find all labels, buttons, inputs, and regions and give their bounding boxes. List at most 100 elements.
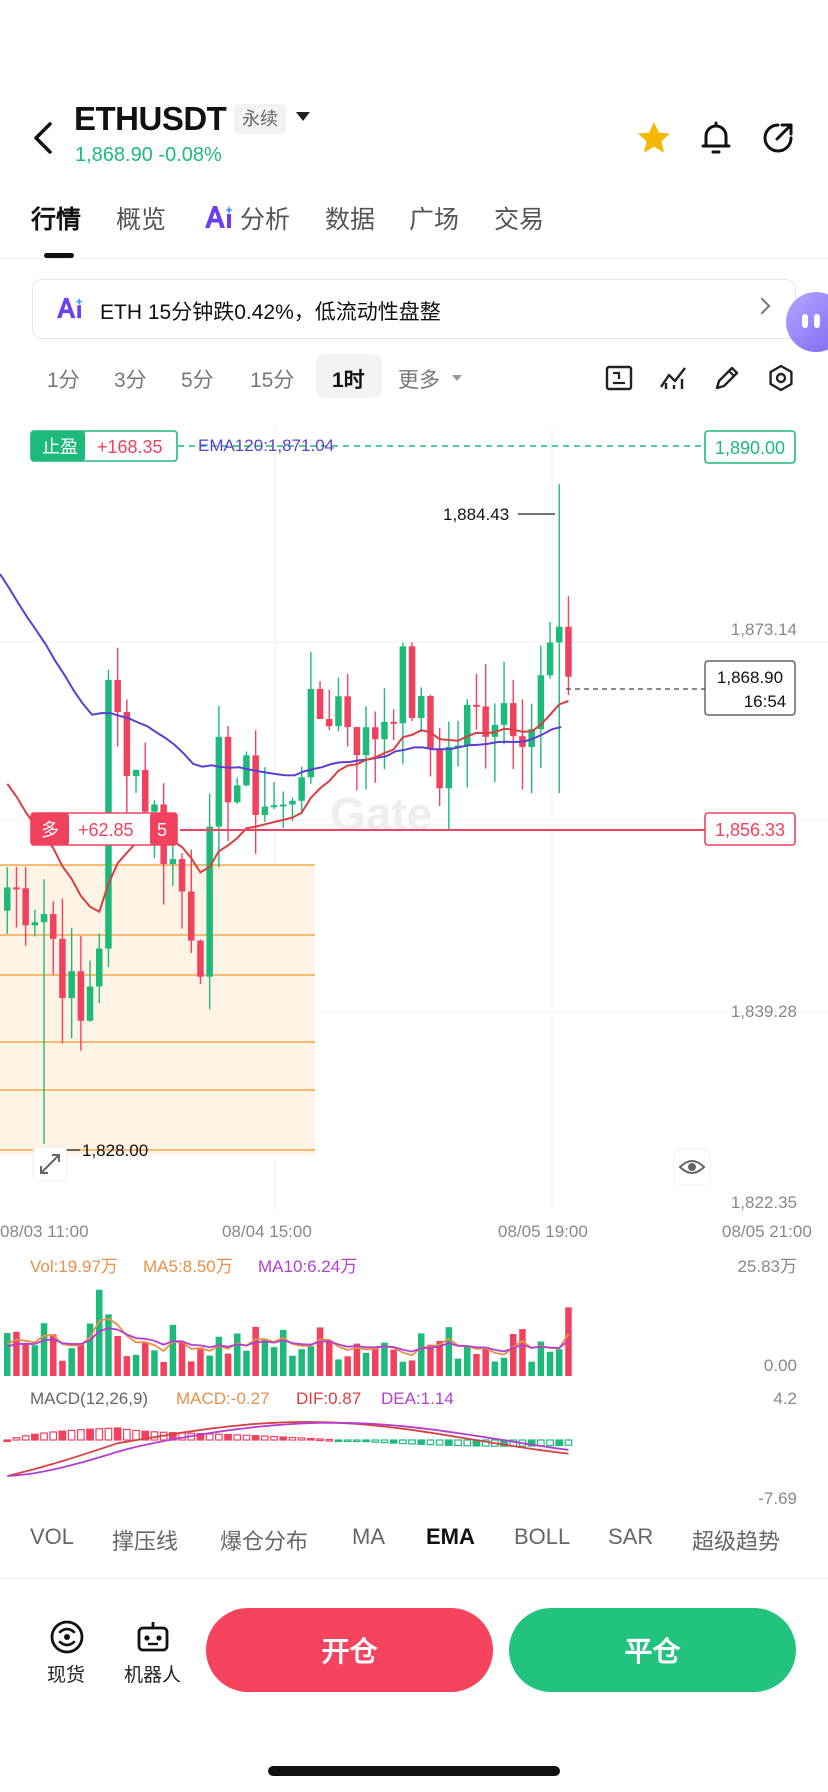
tab-analysis[interactable]: 分析 bbox=[240, 206, 291, 234]
candle-body bbox=[473, 704, 480, 707]
x-tick-label: 08/04 15:00 bbox=[222, 1222, 312, 1241]
pair-title[interactable]: ETHUSDT bbox=[74, 100, 227, 137]
robot-label[interactable]: 机器人 bbox=[124, 1665, 182, 1686]
volume-bar bbox=[243, 1350, 250, 1376]
robot-icon[interactable] bbox=[134, 1618, 172, 1656]
candle-body bbox=[197, 940, 204, 977]
pair-dropdown-caret-icon[interactable] bbox=[296, 112, 310, 121]
position-tag[interactable]: 多 +62.85 5 bbox=[30, 812, 178, 846]
tab-overview[interactable]: 概览 bbox=[116, 206, 167, 234]
indicator-supertrend[interactable]: 超级趋势 bbox=[692, 1529, 781, 1554]
position-leverage: 5 bbox=[157, 820, 167, 840]
candle-body bbox=[427, 696, 434, 749]
macd-histogram-bar bbox=[555, 1439, 564, 1447]
volume-bar bbox=[22, 1342, 29, 1376]
macd-max-label: 4.2 bbox=[773, 1389, 797, 1408]
volume-bar bbox=[418, 1333, 425, 1376]
macd-chart[interactable]: MACD(12,26,9) MACD:-0.27 DIF:0.87 DEA:1.… bbox=[0, 1380, 828, 1510]
volume-bar bbox=[344, 1356, 351, 1376]
dif-label: DIF:0.87 bbox=[296, 1389, 361, 1408]
bell-icon[interactable] bbox=[696, 118, 736, 158]
indicator-liquidation-map[interactable]: 爆仓分布 bbox=[220, 1529, 309, 1554]
volume-bar bbox=[408, 1360, 416, 1376]
timeframe-more[interactable]: 更多 bbox=[398, 369, 440, 392]
take-profit-price-box bbox=[704, 430, 796, 464]
volume-bar bbox=[40, 1323, 48, 1376]
candle-body bbox=[482, 706, 489, 737]
star-icon[interactable] bbox=[634, 118, 674, 158]
back-arrow-icon[interactable] bbox=[24, 118, 64, 158]
candle-body bbox=[565, 626, 572, 677]
settings-gear-icon[interactable] bbox=[766, 363, 796, 393]
macd-histogram-bar bbox=[40, 1432, 48, 1441]
indicator-boll[interactable]: BOLL bbox=[514, 1524, 571, 1549]
vol-ma10-line bbox=[7, 1327, 569, 1353]
volume-bar bbox=[436, 1340, 443, 1376]
tab-market[interactable]: 行情 bbox=[31, 206, 82, 234]
volume-bar bbox=[427, 1344, 434, 1376]
open-position-button[interactable]: 开仓 bbox=[206, 1608, 493, 1692]
candle-body bbox=[234, 785, 241, 803]
vol-max-label: 25.83万 bbox=[737, 1257, 797, 1276]
ema-line-red bbox=[6, 700, 569, 914]
indicator-icon[interactable] bbox=[658, 363, 688, 393]
candle-body bbox=[243, 755, 250, 786]
volume-bar bbox=[500, 1357, 508, 1376]
current-price: 1,868.90 bbox=[717, 668, 783, 687]
indicator-support-resistance[interactable]: 撑压线 bbox=[112, 1529, 179, 1554]
candle-body bbox=[188, 891, 195, 941]
timeframe-3m[interactable]: 3分 bbox=[114, 369, 147, 392]
candle-body bbox=[114, 679, 121, 712]
eye-visibility-icon[interactable] bbox=[673, 1148, 711, 1186]
fullscreen-chart-icon[interactable] bbox=[604, 363, 634, 393]
macd-histogram-bar bbox=[279, 1436, 288, 1441]
macd-histogram-bar bbox=[371, 1439, 380, 1443]
candle-body bbox=[528, 729, 535, 747]
volume-bar bbox=[142, 1341, 149, 1376]
volume-bar bbox=[114, 1335, 121, 1376]
candle-body bbox=[96, 948, 103, 987]
timeframe-15m[interactable]: 15分 bbox=[250, 369, 295, 392]
volume-bar bbox=[13, 1331, 20, 1376]
volume-bar bbox=[482, 1347, 489, 1376]
macd-histogram-bar bbox=[325, 1438, 334, 1442]
indicator-ma[interactable]: MA bbox=[352, 1524, 385, 1549]
expand-chart-button[interactable] bbox=[32, 1146, 68, 1182]
macd-histogram-bar bbox=[270, 1435, 278, 1441]
position-price: 1,856.33 bbox=[715, 820, 785, 840]
timeframe-1h[interactable]: 1时 bbox=[332, 369, 365, 392]
spot-label[interactable]: 现货 bbox=[47, 1665, 86, 1686]
active-tab-indicator bbox=[44, 253, 74, 258]
volume-bar bbox=[528, 1361, 535, 1376]
volume-bar bbox=[252, 1326, 259, 1376]
timeframe-1m[interactable]: 1分 bbox=[47, 369, 80, 392]
macd-histogram-bar bbox=[307, 1437, 315, 1441]
take-profit-tag[interactable]: 止盈 +168.35 bbox=[30, 430, 178, 462]
close-position-button[interactable]: 平仓 bbox=[509, 1608, 796, 1692]
candlestick-chart[interactable]: Gate 止盈 +168.35 EMA120:1,871.04 1,890.00… bbox=[0, 425, 828, 1245]
indicator-vol[interactable]: VOL bbox=[30, 1524, 75, 1549]
tab-data[interactable]: 数据 bbox=[325, 206, 376, 234]
spot-icon[interactable] bbox=[48, 1618, 86, 1656]
timeframe-5m[interactable]: 5分 bbox=[181, 369, 214, 392]
indicator-sar[interactable]: SAR bbox=[608, 1524, 654, 1549]
ma10-label: MA10:6.24万 bbox=[258, 1257, 357, 1276]
macd-histogram-bar bbox=[261, 1435, 269, 1441]
candle-body bbox=[298, 777, 305, 801]
ema120-value: EMA120:1,871.04 bbox=[198, 436, 334, 455]
y-tick-label: 1,822.35 bbox=[731, 1193, 797, 1212]
share-icon[interactable] bbox=[758, 118, 798, 158]
candle-body bbox=[390, 721, 397, 724]
floating-assistant-button[interactable] bbox=[786, 292, 828, 352]
draw-pen-icon[interactable] bbox=[712, 363, 742, 393]
macd-histogram-bar bbox=[205, 1433, 214, 1441]
volume-chart[interactable]: Vol:19.97万 MA5:8.50万 MA10:6.24万 25.83万 0… bbox=[0, 1248, 828, 1378]
ai-insight-banner[interactable] bbox=[32, 279, 796, 339]
candle-body bbox=[445, 746, 453, 789]
candle-body bbox=[252, 755, 259, 815]
tab-square[interactable]: 广场 bbox=[409, 206, 460, 234]
indicator-ema[interactable]: EMA bbox=[426, 1524, 475, 1549]
macd-histogram-bar bbox=[31, 1433, 39, 1441]
tab-trade[interactable]: 交易 bbox=[494, 206, 545, 234]
dif-line bbox=[7, 1421, 569, 1477]
